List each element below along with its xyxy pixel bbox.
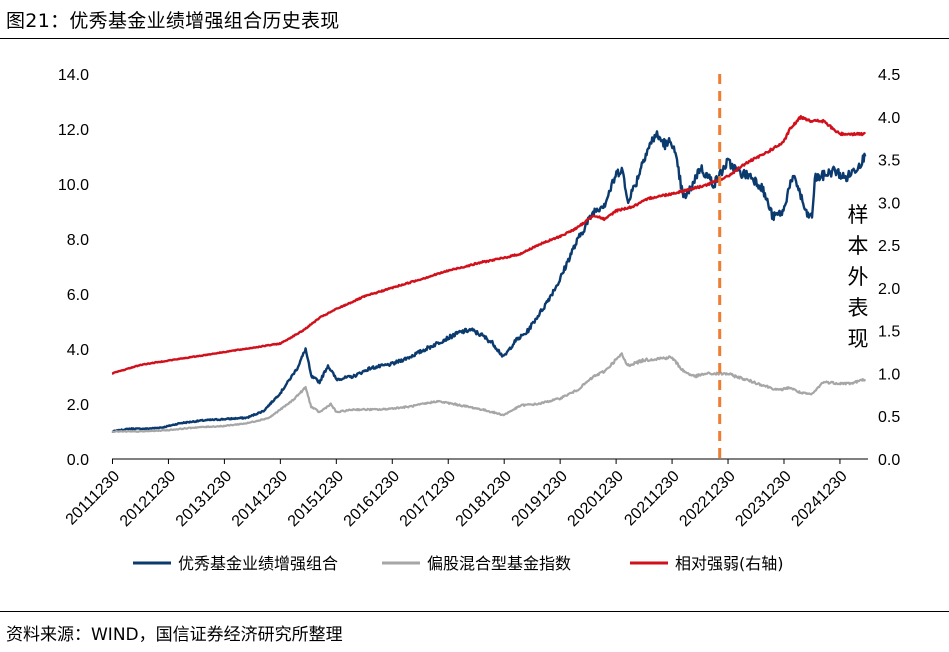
y-right-tick-label: 3.0 (878, 195, 900, 212)
x-tick-label: 20111230 (63, 468, 124, 529)
x-tick-label: 20131230 (173, 468, 235, 530)
y-left-tick-label: 4.0 (67, 342, 89, 359)
series-line-2 (111, 352, 867, 433)
source-rule (0, 611, 949, 612)
x-tick-label: 20161230 (341, 468, 403, 530)
y-left-tick-label: 10.0 (58, 177, 89, 194)
x-tick-label: 20151230 (285, 468, 347, 530)
x-tick-label: 20201230 (565, 468, 627, 530)
x-tick-label: 20191230 (509, 468, 571, 530)
series-line-3 (111, 115, 867, 375)
out-of-sample-label: 样本外表现 (848, 203, 869, 351)
x-tick-label: 20181230 (453, 468, 515, 530)
y-right-tick-label: 2.5 (878, 238, 900, 255)
y-right-tick-label: 3.5 (878, 153, 900, 170)
figure-title: 图21：优秀基金业绩增强组合历史表现 (6, 10, 340, 32)
legend-label-3: 相对强弱(右轴) (675, 554, 784, 573)
y-left-tick-label: 14.0 (58, 67, 89, 84)
y-right-tick-label: 1.0 (878, 366, 900, 383)
y-right-tick-label: 2.0 (878, 281, 900, 298)
x-tick-label: 20231230 (732, 468, 794, 530)
legend-label-2: 偏股混合型基金指数 (427, 554, 571, 573)
y-left-tick-label: 12.0 (58, 122, 89, 139)
y-left-tick-label: 8.0 (67, 232, 89, 249)
y-right-tick-label: 0.5 (878, 409, 900, 426)
x-tick-label: 20121230 (117, 468, 179, 530)
series-line-1 (111, 130, 867, 433)
legend-label-1: 优秀基金业绩增强组合 (178, 554, 338, 573)
source-note: 资料来源：WIND，国信证券经济研究所整理 (6, 625, 343, 645)
performance-chart: 0.0 2.0 4.0 6.0 8.0 10.0 12.0 14.0 0.0 0.5 1.0 1.5 2… (58, 67, 900, 573)
y-left-tick-label: 2.0 (67, 397, 89, 414)
y-left-tick-label: 0.0 (67, 452, 89, 469)
y-left-tick-label: 6.0 (67, 287, 89, 304)
title-rule (0, 38, 949, 39)
y-right-tick-label: 4.0 (878, 110, 900, 127)
x-tick-label: 20211230 (621, 468, 683, 530)
x-tick-label: 20221230 (676, 468, 738, 530)
y-right-tick-label: 1.5 (878, 324, 900, 341)
x-tick-label: 20171230 (397, 468, 459, 530)
x-tick-label: 20241230 (788, 468, 850, 530)
y-right-tick-label: 0.0 (878, 452, 900, 469)
x-tick-label: 20141230 (229, 468, 291, 530)
y-right-tick-label: 4.5 (878, 67, 900, 84)
